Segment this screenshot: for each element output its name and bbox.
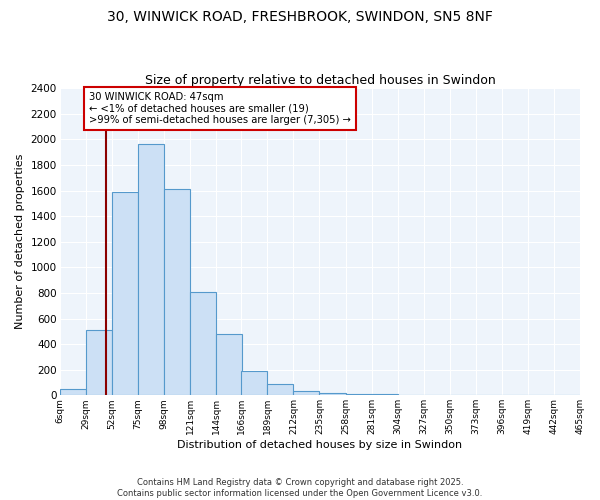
Bar — [164, 190, 190, 396]
Bar — [267, 384, 293, 396]
Text: Contains HM Land Registry data © Crown copyright and database right 2025.
Contai: Contains HM Land Registry data © Crown c… — [118, 478, 482, 498]
Bar — [190, 292, 216, 396]
Bar — [319, 392, 346, 396]
Bar — [86, 330, 112, 396]
Bar — [293, 391, 319, 396]
Bar — [398, 395, 424, 396]
Text: 30 WINWICK ROAD: 47sqm
← <1% of detached houses are smaller (19)
>99% of semi-de: 30 WINWICK ROAD: 47sqm ← <1% of detached… — [89, 92, 351, 125]
Text: 30, WINWICK ROAD, FRESHBROOK, SWINDON, SN5 8NF: 30, WINWICK ROAD, FRESHBROOK, SWINDON, S… — [107, 10, 493, 24]
Y-axis label: Number of detached properties: Number of detached properties — [15, 154, 25, 330]
Bar — [59, 389, 86, 396]
Bar — [371, 394, 398, 396]
Bar — [241, 371, 267, 396]
Bar — [346, 394, 371, 396]
Bar — [112, 192, 138, 396]
X-axis label: Distribution of detached houses by size in Swindon: Distribution of detached houses by size … — [178, 440, 463, 450]
Bar — [138, 144, 164, 396]
Bar — [216, 334, 242, 396]
Title: Size of property relative to detached houses in Swindon: Size of property relative to detached ho… — [145, 74, 496, 87]
